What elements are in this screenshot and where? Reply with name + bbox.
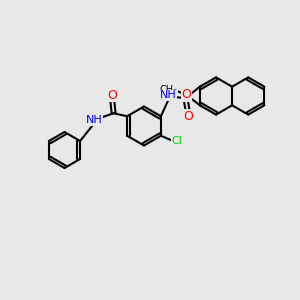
Text: NH: NH bbox=[86, 115, 103, 125]
Text: CH₃: CH₃ bbox=[159, 85, 178, 95]
Text: Cl: Cl bbox=[172, 136, 182, 146]
Text: O: O bbox=[183, 110, 193, 123]
Text: O: O bbox=[107, 89, 117, 102]
Text: NH: NH bbox=[160, 90, 177, 100]
Text: O: O bbox=[182, 88, 191, 101]
